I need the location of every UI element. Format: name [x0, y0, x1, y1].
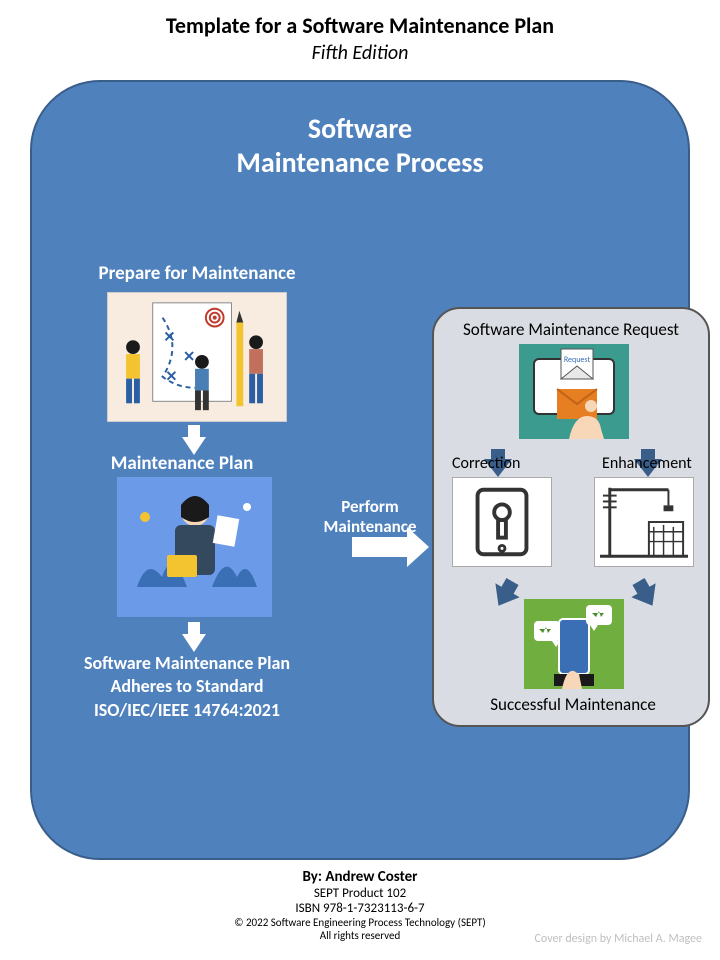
enhancement-label: Enhancement — [602, 454, 692, 473]
footer-by: By: Andrew Coster — [0, 868, 720, 886]
adheres-label: Software Maintenance Plan Adheres to Sta… — [77, 652, 297, 722]
footer-copyright: © 2022 Software Engineering Process Tech… — [0, 916, 720, 929]
footer-credit: Cover design by Michael A. Magee — [535, 932, 702, 946]
footer-isbn: ISBN 978-1-7323113-6-7 — [0, 901, 720, 916]
success-illustration — [524, 599, 624, 689]
enhancement-illustration — [594, 477, 694, 567]
plan-illustration — [117, 477, 272, 617]
arrow-right-icon — [352, 537, 407, 557]
correction-label: Correction — [452, 454, 520, 473]
prepare-illustration — [107, 292, 287, 422]
panel-title-line2: Maintenance Process — [236, 145, 483, 180]
prepare-label: Prepare for Maintenance — [72, 262, 322, 285]
arrow-down-icon — [182, 634, 206, 652]
svg-text:Request: Request — [564, 355, 591, 365]
main-panel: Software Maintenance Process Prepare for… — [30, 80, 690, 860]
panel-title: Software Maintenance Process — [32, 82, 688, 179]
footer: By: Andrew Coster SEPT Product 102 ISBN … — [0, 868, 720, 942]
arrow-diag-icon — [486, 583, 519, 613]
page-title: Template for a Software Maintenance Plan — [0, 0, 720, 39]
success-label: Successful Maintenance — [434, 694, 712, 715]
correction-illustration — [452, 477, 552, 567]
panel-title-line1: Software — [308, 111, 412, 146]
request-title: Software Maintenance Request — [434, 309, 708, 340]
request-illustration: Request — [519, 344, 629, 439]
arrow-diag-icon — [631, 583, 664, 613]
footer-product: SEPT Product 102 — [0, 886, 720, 901]
page-subtitle: Fifth Edition — [0, 39, 720, 65]
request-box: Software Maintenance Request Request Cor… — [432, 307, 710, 727]
plan-label: Maintenance Plan — [82, 452, 282, 475]
